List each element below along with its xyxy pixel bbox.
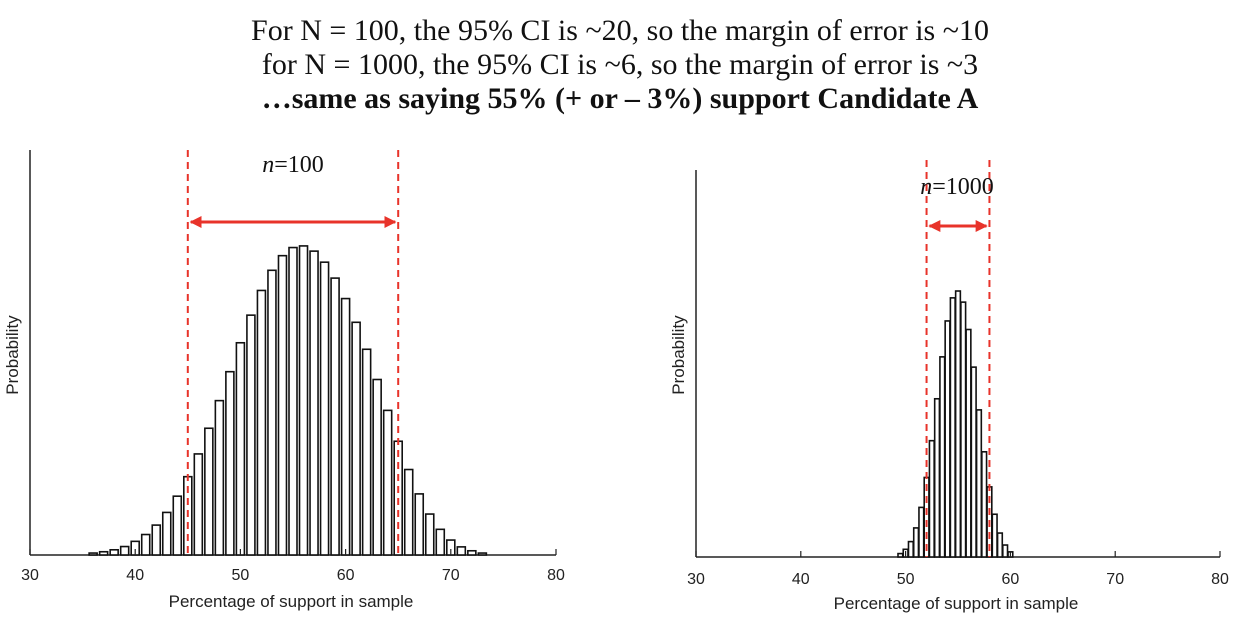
histogram-bar [256, 289, 267, 556]
histogram-bar [140, 533, 151, 556]
histogram-bar [351, 321, 361, 556]
histogram-bar [309, 250, 319, 556]
histogram-bar [361, 348, 372, 556]
sample-size-value: =1000 [932, 174, 994, 200]
histogram-bar [161, 511, 172, 556]
histogram-n100: n=100 30 40 50 60 70 80 Percentage of support i… [3, 150, 565, 611]
histogram-bar [467, 549, 477, 556]
histogram-bar [897, 552, 904, 558]
histogram-bar [939, 356, 946, 558]
histogram-bar [1001, 544, 1009, 558]
sample-size-n: n [920, 174, 932, 200]
histogram-bar [340, 297, 351, 556]
histogram-bar [403, 468, 414, 556]
histogram-bar [965, 328, 972, 558]
histogram-bar [949, 297, 956, 558]
histogram-bar [991, 513, 998, 558]
histogram-bar [970, 366, 977, 558]
x-tick-label: 70 [1106, 571, 1124, 588]
sample-size-label: n=1000 [920, 174, 994, 200]
x-tick-label: 60 [1002, 571, 1020, 588]
histogram-bar [424, 513, 435, 556]
histogram-bar [382, 409, 393, 556]
histogram-bar [246, 314, 256, 556]
y-axis-label: Probability [669, 315, 688, 395]
histogram-bar [477, 552, 488, 556]
sample-size-n: n [262, 152, 274, 178]
histogram-bar [109, 548, 119, 556]
histogram-bar [960, 301, 967, 558]
histogram-bar [907, 540, 915, 558]
histogram-bar [88, 552, 98, 556]
x-tick-label: 60 [337, 567, 355, 584]
histogram-bar [981, 450, 988, 558]
header-text: For N = 100, the 95% CI is ~20, so the m… [0, 14, 1240, 116]
histogram-bar [918, 506, 925, 558]
histogram-bar [975, 409, 983, 558]
histogram-bar [912, 527, 920, 558]
histogram-bar [214, 399, 225, 556]
histogram-bar [277, 254, 288, 556]
histogram-bar [944, 320, 951, 558]
histogram-bar [298, 245, 309, 556]
sample-size-value: =100 [274, 152, 324, 178]
histogram-bar [319, 261, 330, 556]
histogram-bar [928, 439, 935, 558]
histogram-bar [225, 370, 235, 556]
y-axis-label: Probability [3, 315, 22, 395]
histogram-bar [330, 277, 340, 556]
x-tick-label: 40 [792, 571, 810, 588]
histogram-bar [414, 493, 425, 556]
histogram-bar [954, 290, 962, 558]
x-axis-label: Percentage of support in sample [834, 594, 1079, 613]
x-tick-label: 80 [1211, 571, 1229, 588]
x-tick-label: 70 [442, 567, 460, 584]
histogram-bar [372, 378, 382, 556]
histogram-bar [151, 524, 162, 556]
x-tick-label: 40 [126, 567, 144, 584]
histogram-bar [235, 341, 246, 556]
header-line-3: …same as saying 55% (+ or – 3%) support … [261, 82, 979, 115]
header-line-2: for N = 1000, the 95% CI is ~6, so the m… [261, 48, 979, 81]
header-line-1: For N = 100, the 95% CI is ~20, so the m… [251, 14, 989, 47]
x-tick-label: 50 [232, 567, 250, 584]
histogram-bar [119, 545, 130, 556]
histogram-n1000: n=1000 30 40 50 60 70 80 Percentage of support … [669, 160, 1229, 613]
x-tick-label: 30 [687, 571, 705, 588]
x-tick-label: 80 [547, 567, 565, 584]
histogram-bar [172, 495, 183, 556]
x-axis-label: Percentage of support in sample [169, 592, 414, 611]
sample-size-label: n=100 [262, 152, 324, 178]
histogram-bar [98, 550, 109, 556]
histogram-bar [456, 546, 467, 556]
x-tick-label: 50 [897, 571, 915, 588]
x-tick-label: 30 [21, 567, 39, 584]
histogram-bar [288, 246, 298, 556]
histogram-bar [193, 453, 204, 556]
histogram-bar [996, 532, 1004, 558]
histogram-bar [933, 397, 941, 558]
histogram-bar [435, 528, 446, 556]
histogram-bar [204, 427, 214, 556]
histogram-bar [267, 269, 277, 556]
